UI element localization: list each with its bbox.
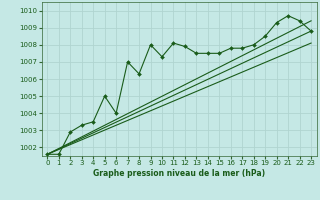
X-axis label: Graphe pression niveau de la mer (hPa): Graphe pression niveau de la mer (hPa): [93, 169, 265, 178]
